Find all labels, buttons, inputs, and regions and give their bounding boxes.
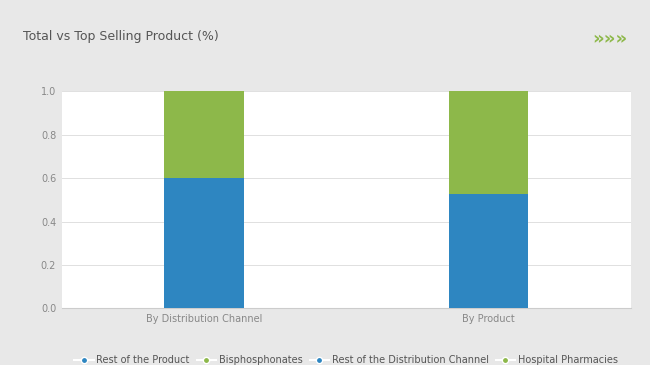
Bar <box>448 195 528 308</box>
Bar <box>448 91 528 195</box>
Bar <box>164 178 244 308</box>
Legend: Rest of the Product, Bisphosphonates, Rest of the Distribution Channel, Hospital: Rest of the Product, Bisphosphonates, Re… <box>70 351 622 365</box>
Text: »»»: »»» <box>592 30 628 48</box>
Text: Total vs Top Selling Product (%): Total vs Top Selling Product (%) <box>23 30 219 43</box>
Bar <box>164 91 244 178</box>
